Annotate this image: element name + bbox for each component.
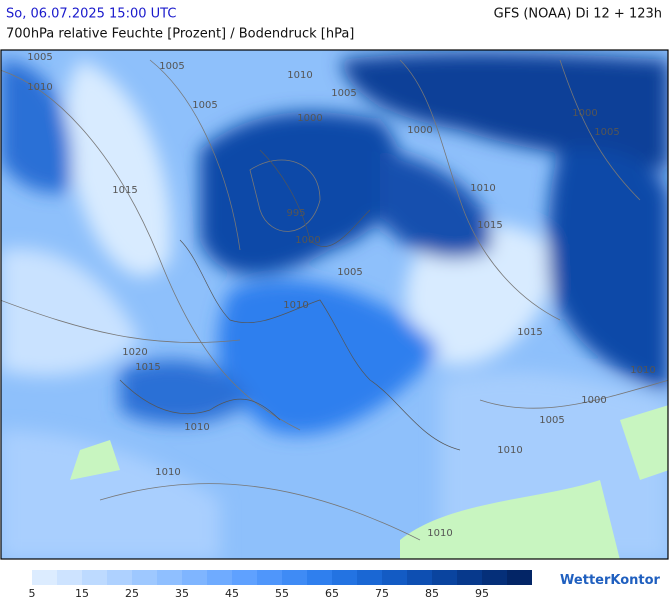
legend-swatch	[107, 570, 132, 585]
model-run: GFS (NOAA) Di 12 + 123h	[494, 7, 662, 22]
isobar-label: 1000	[295, 235, 320, 246]
legend-swatch	[282, 570, 307, 585]
legend-swatch	[482, 570, 507, 585]
isobar-label: 995	[286, 208, 305, 219]
legend-tick-label: 55	[275, 587, 289, 600]
isobar-label: 1010	[427, 528, 452, 539]
isobar-label: 1005	[331, 88, 356, 99]
legend-tick-label: 85	[425, 587, 439, 600]
isobar-label: 1015	[112, 185, 137, 196]
legend-tick-label: 35	[175, 587, 189, 600]
isobar-label: 1010	[27, 82, 52, 93]
isobar-label: 1015	[135, 362, 160, 373]
legend-swatch	[257, 570, 282, 585]
legend-swatch	[132, 570, 157, 585]
isobar-label: 1000	[572, 108, 597, 119]
isobar-label: 1015	[477, 220, 502, 231]
map-subtitle: 700hPa relative Feuchte [Prozent] / Bode…	[6, 27, 354, 42]
legend-swatch	[382, 570, 407, 585]
legend-swatch	[357, 570, 382, 585]
isobar-label: 1000	[297, 113, 322, 124]
legend-tick-label: 15	[75, 587, 89, 600]
legend-tick-label: 45	[225, 587, 239, 600]
legend-swatch	[157, 570, 182, 585]
isobar-label: 1010	[497, 445, 522, 456]
legend-swatch	[432, 570, 457, 585]
isobar-label: 1010	[155, 467, 180, 478]
legend-tick-label: 95	[475, 587, 489, 600]
isobar-label: 1010	[287, 70, 312, 81]
isobar-label: 1000	[581, 395, 606, 406]
legend-swatch	[32, 570, 57, 585]
isobar-label: 1020	[122, 347, 147, 358]
legend-swatch	[407, 570, 432, 585]
isobar-label: 1005	[27, 52, 52, 63]
isobars	[1, 59, 668, 541]
legend-swatch	[182, 570, 207, 585]
valid-time: So, 06.07.2025 15:00 UTC	[6, 7, 176, 22]
logo: WetterKontor	[560, 573, 661, 588]
map-frame	[0, 49, 669, 560]
isobar-label: 1005	[337, 267, 362, 278]
legend-swatch	[82, 570, 107, 585]
isobar-label: 1005	[539, 415, 564, 426]
legend-swatch	[57, 570, 82, 585]
isobar-label: 1015	[517, 327, 542, 338]
isobar-label: 1005	[192, 100, 217, 111]
isobar-label: 1005	[594, 127, 619, 138]
legend-swatch	[457, 570, 482, 585]
isobar-label: 1010	[470, 183, 495, 194]
legend-swatch	[332, 570, 357, 585]
legend-tick-label: 25	[125, 587, 139, 600]
legend-tick-label: 5	[29, 587, 36, 600]
isobar-label: 1010	[283, 300, 308, 311]
legend-tick-label: 75	[375, 587, 389, 600]
legend-swatch	[232, 570, 257, 585]
isobar-label: 1010	[184, 422, 209, 433]
legend-swatch	[207, 570, 232, 585]
legend-swatch	[507, 570, 532, 585]
coastlines	[119, 149, 461, 451]
map-field	[1, 50, 668, 559]
legend-tick-label: 65	[325, 587, 339, 600]
isobar-label: 1000	[407, 125, 432, 136]
isobar-label: 1010	[630, 365, 655, 376]
isobar-label: 1005	[159, 61, 184, 72]
legend-swatch	[307, 570, 332, 585]
